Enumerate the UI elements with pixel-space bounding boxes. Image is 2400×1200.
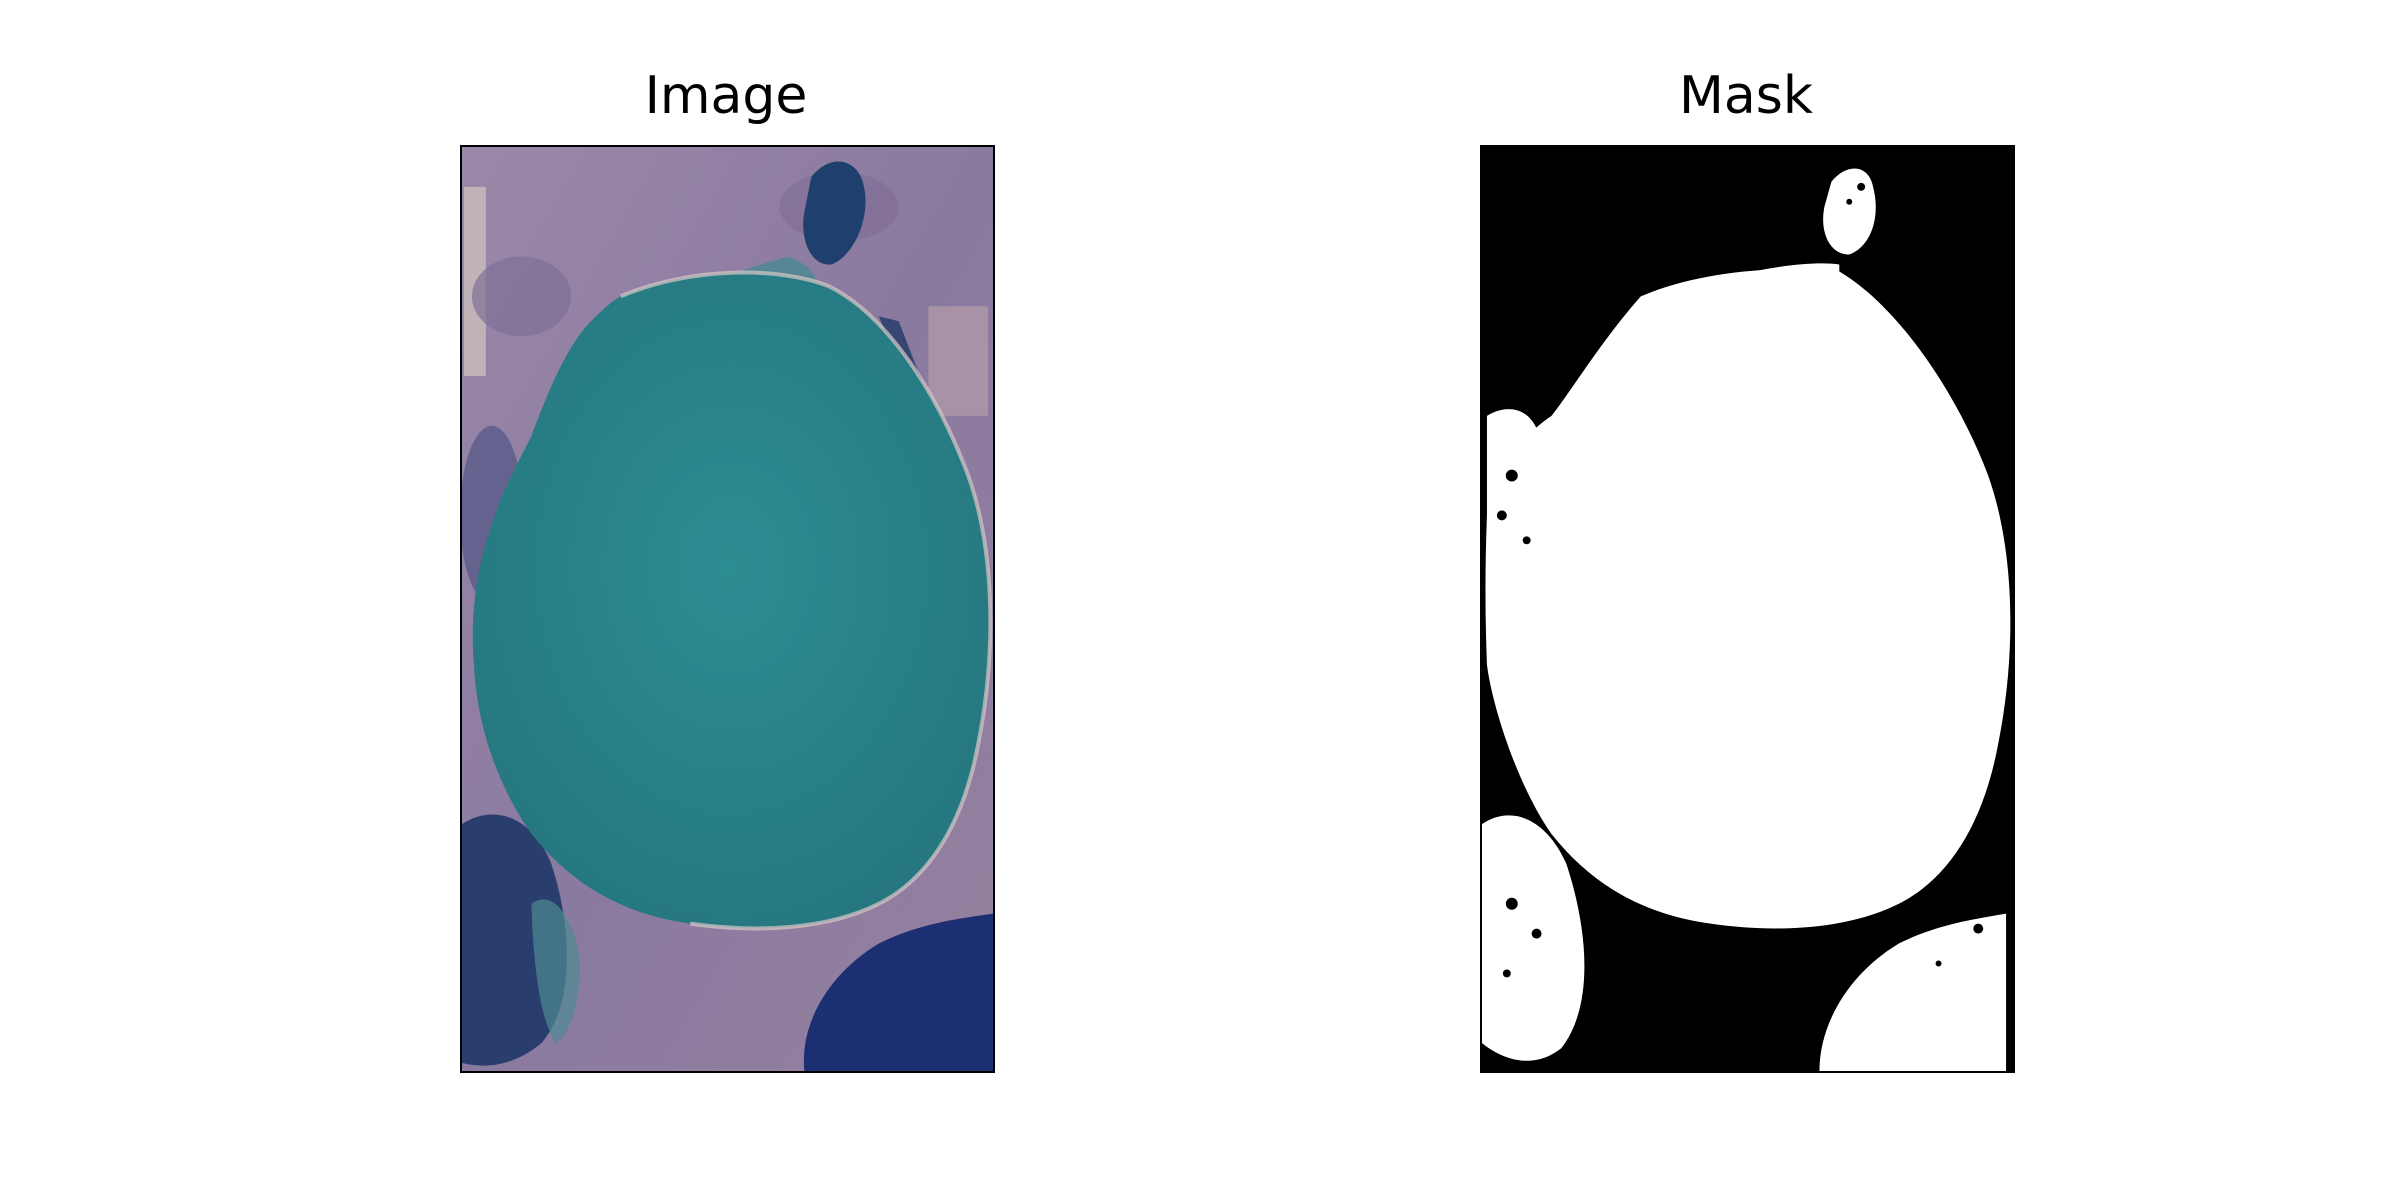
north-pond (803, 161, 866, 265)
mask-inlet-streak (1730, 263, 1840, 282)
southwest-shallow (531, 899, 580, 1044)
mask-panel (1480, 145, 2015, 1073)
main-lake (472, 272, 991, 929)
mask-hole (1496, 510, 1507, 521)
mask-hole (1502, 969, 1511, 978)
mask-southeast-region (1819, 913, 2007, 1071)
mask-hole (1846, 198, 1853, 205)
southwest-wetland (462, 814, 567, 1066)
mask-hole (1505, 897, 1518, 910)
field-strip (463, 186, 486, 377)
vegetation-patch (471, 256, 572, 337)
mask-southwest-region (1482, 815, 1585, 1061)
mask-hole (1522, 536, 1531, 545)
satellite-image-panel (460, 145, 995, 1073)
segmentation-mask (1482, 147, 2013, 1071)
mask-panel-title: Mask (1679, 66, 1813, 126)
mask-hole (1531, 928, 1542, 939)
mask-hole (1973, 923, 1984, 934)
mask-hole (1505, 469, 1518, 482)
mask-hole (1857, 182, 1866, 191)
mask-hole (1935, 960, 1942, 967)
image-panel-title: Image (644, 66, 808, 126)
satellite-image (462, 147, 993, 1071)
mask-lake-region (1485, 268, 2011, 929)
field-patch (928, 306, 989, 416)
lake-shoreline (620, 270, 993, 931)
southeast-lake (803, 913, 993, 1071)
